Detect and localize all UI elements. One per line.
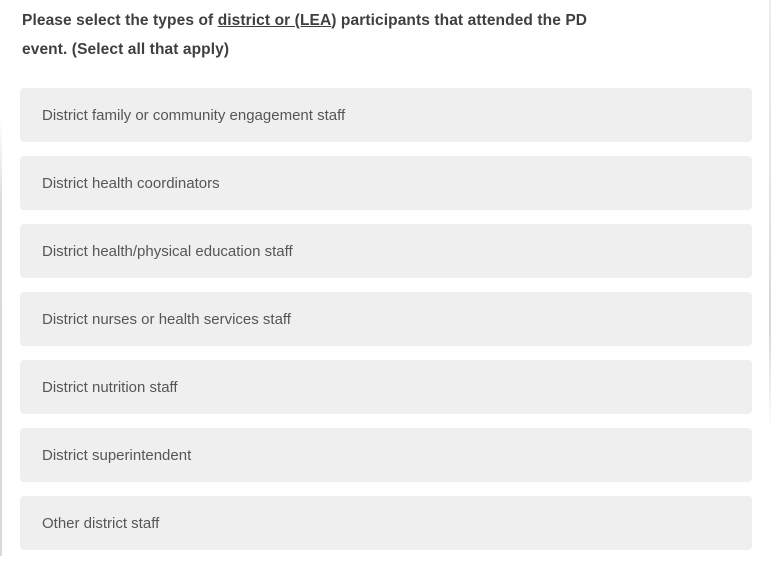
option-label: District health coordinators [42, 174, 220, 192]
option-label: District health/physical education staff [42, 242, 293, 260]
option-other-district-staff[interactable]: Other district staff [20, 496, 752, 550]
options-list: District family or community engagement … [20, 88, 752, 564]
option-district-nurses-health-services-staff[interactable]: District nurses or health services staff [20, 292, 752, 346]
district-lea-link[interactable]: district or (LEA [217, 12, 332, 29]
question-line1-pre: Please select the types of [22, 12, 218, 29]
option-district-family-community-engagement-staff[interactable]: District family or community engagement … [20, 88, 752, 142]
question-text: Please select the types of district or (… [22, 6, 722, 64]
option-district-nutrition-staff[interactable]: District nutrition staff [20, 360, 752, 414]
option-label: District superintendent [42, 446, 192, 464]
option-district-health-physical-education-staff[interactable]: District health/physical education staff [20, 224, 752, 278]
option-label: Other district staff [42, 514, 160, 532]
option-district-health-coordinators[interactable]: District health coordinators [20, 156, 752, 210]
option-label: District nutrition staff [42, 378, 178, 396]
option-label: District nurses or health services staff [42, 310, 291, 328]
scrollbar[interactable] [769, 0, 771, 432]
question-line-1: Please select the types of district or (… [22, 6, 722, 35]
option-label: District family or community engagement … [42, 106, 346, 124]
left-edge-shadow [0, 118, 2, 556]
question-line1-post: ) participants that attended the PD [331, 12, 588, 29]
question-line-2: event. (Select all that apply) [22, 41, 230, 58]
option-district-superintendent[interactable]: District superintendent [20, 428, 752, 482]
